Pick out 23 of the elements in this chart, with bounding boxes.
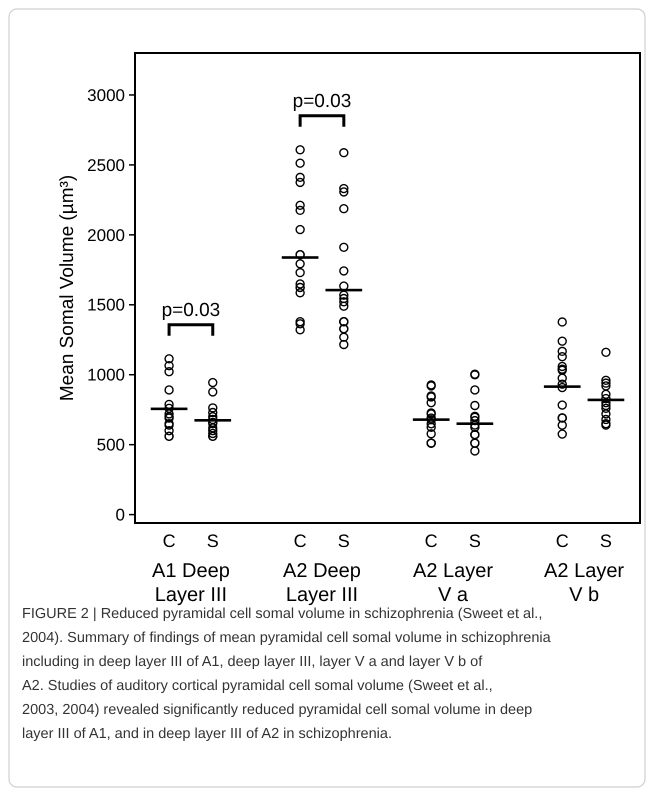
y-tick-label: 1000 bbox=[87, 366, 125, 385]
text: A2 Layer V b bbox=[544, 560, 624, 606]
caption: FIGURE 2 | Reduced pyramidal cell somal volume in schizophrenia (Sweet et al., 2004). Summary of findings of mean pyramidal cell somal volume in schizophrenia including in deep layer III of A1, deep layer III, layer V a and layer V b of A2. Studies of auditory cortical pyramidal cell somal volume (Sweet et al., 2003, 2004) revealed significantly reduced pyramidal cell somal volume in deep layer III of A1, and in deep layer III of A2 in schizophrenia. bbox=[22, 606, 552, 742]
y-axis-title: Mean Somal Volume (µm³) bbox=[57, 174, 78, 402]
x-tick-label: C bbox=[556, 531, 569, 551]
x-tick-label: S bbox=[600, 531, 612, 551]
y-tick-label: 1500 bbox=[87, 296, 125, 315]
annotation: p=0.03 bbox=[292, 90, 352, 112]
text: A2 Layer V a bbox=[412, 560, 494, 606]
text: A2 Deep Layer III bbox=[283, 560, 361, 606]
y-tick-label: 500 bbox=[96, 436, 125, 455]
annotation: p=0.03 bbox=[162, 300, 220, 321]
y-tick-label: 0 bbox=[116, 506, 125, 525]
x-tick-label: C bbox=[424, 531, 438, 551]
x-tick-label: C bbox=[162, 531, 176, 551]
y-tick-label: 2500 bbox=[87, 156, 125, 175]
x-tick-label: C bbox=[294, 531, 307, 551]
x-tick-label: S bbox=[338, 531, 350, 551]
y-tick-label: 2000 bbox=[87, 226, 125, 245]
x-tick-label: S bbox=[206, 531, 219, 551]
text: A1 Deep Layer III bbox=[152, 560, 230, 606]
y-tick-label: 3000 bbox=[87, 86, 125, 105]
x-tick-label: S bbox=[468, 531, 481, 551]
